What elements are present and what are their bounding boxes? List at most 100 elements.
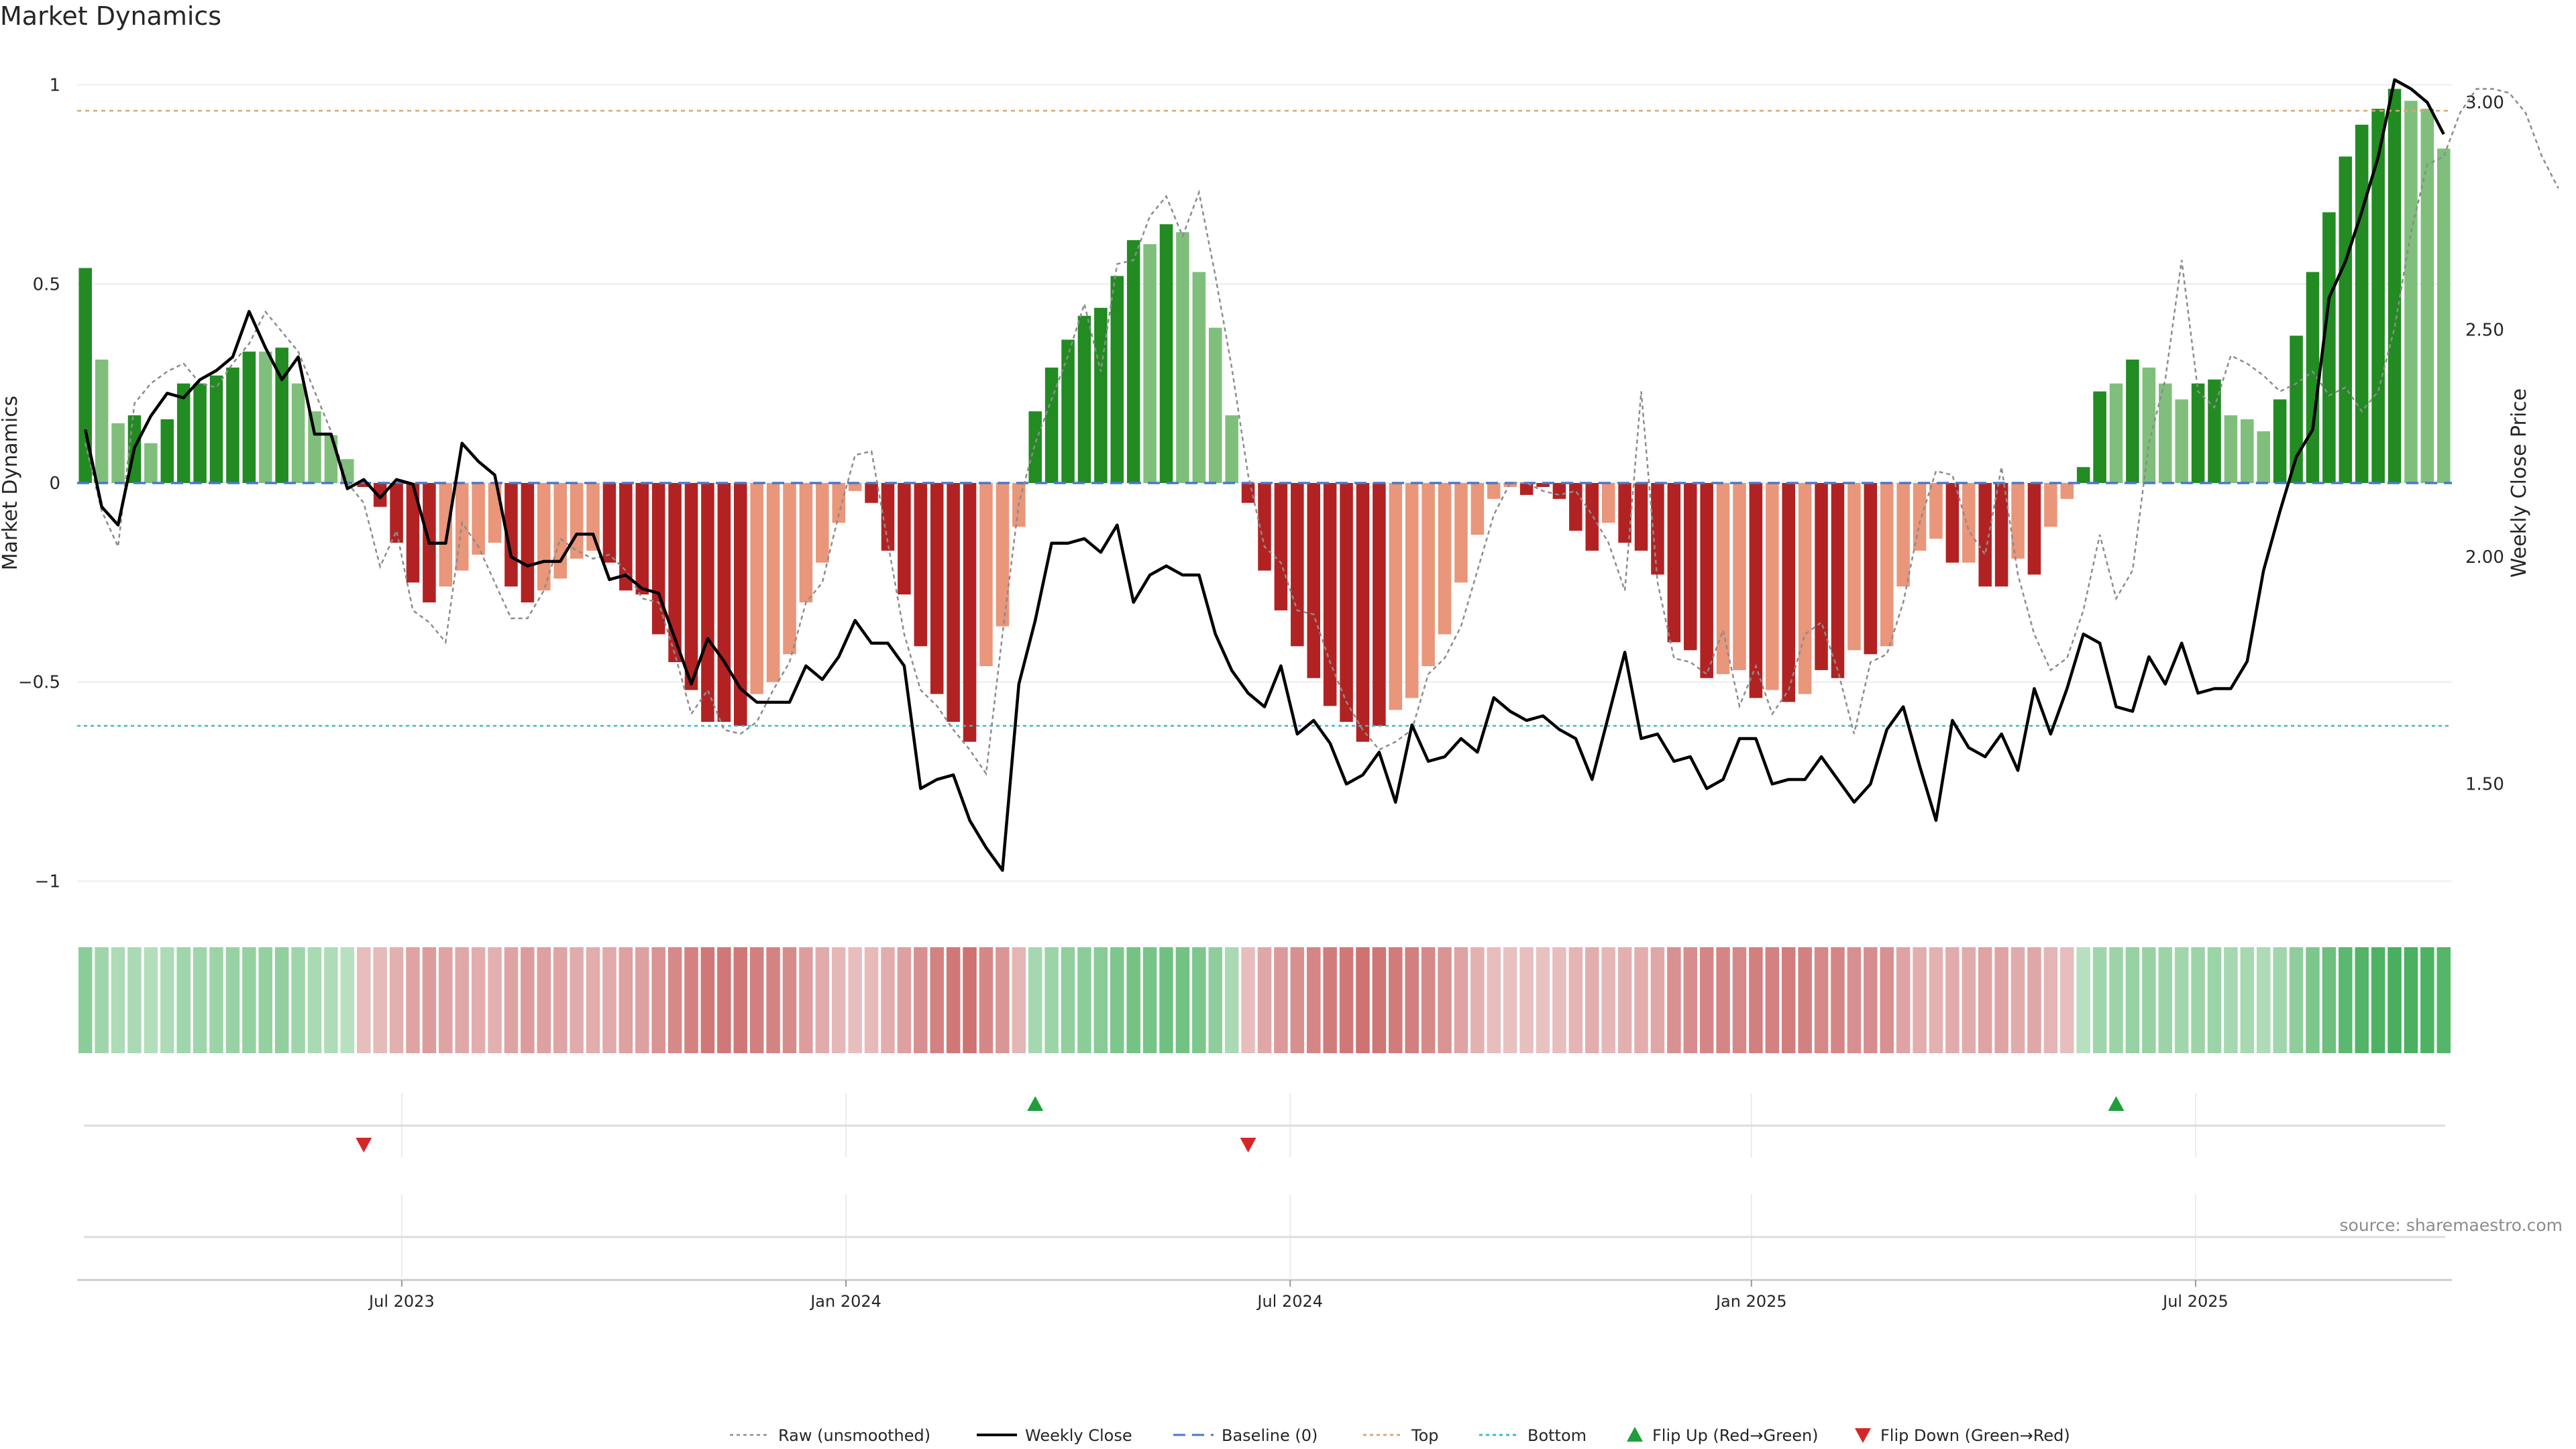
regime-strip-cell (1339, 947, 1354, 1053)
bar (275, 347, 288, 483)
bar (1667, 483, 1681, 643)
regime-strip-cell (1323, 947, 1337, 1053)
legend-label: Weekly Close (1025, 1426, 1132, 1445)
regime-strip-cell (439, 947, 453, 1053)
bar (1831, 483, 1845, 678)
regime-strip-cell (537, 947, 551, 1053)
regime-strip-cell (570, 947, 584, 1053)
regime-strip-cell (1241, 947, 1255, 1053)
y-tick-label: 1 (49, 76, 60, 96)
bar (390, 483, 403, 543)
regime-strip-cell (1142, 947, 1157, 1053)
regime-strip-cell (1421, 947, 1436, 1053)
regime-strip-cell (1601, 947, 1615, 1053)
regime-strip-cell (848, 947, 862, 1053)
regime-strip-cell (553, 947, 568, 1053)
regime-strip-cell (1061, 947, 1075, 1053)
regime-strip-cell (1683, 947, 1698, 1053)
regime-strip-cell (2060, 947, 2074, 1053)
bar (2224, 415, 2238, 483)
bar (324, 435, 338, 483)
regime-strip-cell (1028, 947, 1042, 1053)
flip-up-marker (1027, 1096, 1044, 1111)
regime-strip-cell (2076, 947, 2090, 1053)
regime-strip-cell (2092, 947, 2107, 1053)
bar (1340, 483, 1353, 722)
bar (766, 483, 780, 682)
regime-strip-cell (2436, 947, 2451, 1053)
bar (2306, 272, 2320, 483)
regime-strip-cell (1814, 947, 1829, 1053)
bar (1028, 411, 1042, 483)
flip-up-marker (2108, 1096, 2125, 1111)
bar (1766, 483, 1779, 690)
bar (602, 483, 616, 563)
regime-strip-cell (160, 947, 174, 1053)
regime-strip-cell (1224, 947, 1239, 1053)
bar (1323, 483, 1337, 706)
regime-strip-cell (1568, 947, 1583, 1053)
regime-strip-cell (373, 947, 387, 1053)
regime-strip-cell (406, 947, 420, 1053)
regime-strip-cell (455, 947, 469, 1053)
bar (979, 483, 993, 666)
bar (1896, 483, 1910, 587)
regime-strip-cell (1552, 947, 1566, 1053)
regime-strip-cell (193, 947, 207, 1053)
regime-strip-cell (258, 947, 273, 1053)
regime-strip-cell (471, 947, 486, 1053)
regime-strip-cell (2355, 947, 2369, 1053)
legend-symbol-flip-up (1627, 1427, 1643, 1442)
regime-strip-cell (1945, 947, 1960, 1053)
regime-strip-cell (1617, 947, 1632, 1053)
legend-symbol-flip-down (1855, 1428, 1871, 1443)
regime-strip-cell (2191, 947, 2205, 1053)
bar (1585, 483, 1599, 551)
regime-strip-cell (422, 947, 437, 1053)
bar (553, 483, 567, 579)
bar (2175, 399, 2188, 483)
regime-strip-cell (1454, 947, 1468, 1053)
legend-label: Flip Down (Green→Red) (1880, 1426, 2070, 1445)
bar (176, 383, 191, 483)
bar (78, 268, 92, 483)
bar (1733, 483, 1746, 670)
bar (2371, 109, 2385, 483)
regime-strip-cell (2240, 947, 2255, 1053)
legend-label: Flip Up (Red→Green) (1652, 1426, 1819, 1445)
bar (1307, 483, 1321, 678)
regime-strip-cell (1929, 947, 1943, 1053)
regime-strip-cell (831, 947, 846, 1053)
y-tick-label: −0.5 (18, 673, 60, 693)
y-tick-label: −1 (35, 871, 60, 892)
bar (1044, 367, 1059, 483)
bar (226, 367, 239, 483)
bar (1225, 415, 1238, 483)
bar (1192, 272, 1206, 483)
y2-tick-label: 1.50 (2465, 775, 2504, 795)
regime-strip-cell (2387, 947, 2402, 1053)
bar (1913, 483, 1927, 551)
regime-strip-cell (1519, 947, 1534, 1053)
x-tick-label: Jul 2023 (368, 1292, 435, 1311)
bar (1962, 483, 1976, 563)
regime-strip-cell (2142, 947, 2156, 1053)
regime-strip-cell (2289, 947, 2304, 1053)
regime-strip-cell (996, 947, 1010, 1053)
y2-tick-label: 2.00 (2465, 547, 2504, 568)
bar (1798, 483, 1812, 694)
bar (1470, 483, 1485, 535)
bar (1847, 483, 1861, 651)
regime-strip-cell (700, 947, 715, 1053)
bar (2404, 101, 2418, 483)
regime-strip-cell (1503, 947, 1517, 1053)
bar (1291, 483, 1304, 647)
regime-strip-cell (1716, 947, 1730, 1053)
regime-strip-cell (356, 947, 371, 1053)
regime-strip-cell (930, 947, 944, 1053)
bar (357, 483, 371, 487)
bar (668, 483, 682, 663)
regime-strip-cell (1781, 947, 1796, 1053)
bar (1454, 483, 1468, 583)
